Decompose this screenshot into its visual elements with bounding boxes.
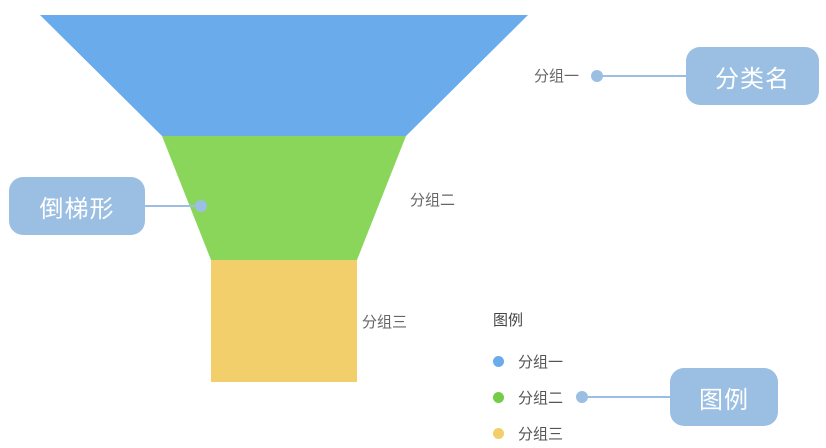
segment-label-2: 分组二 [410, 191, 456, 209]
funnel-segment-3 [211, 260, 357, 382]
trapezoid-leader-dot [195, 200, 207, 212]
legend-callout: 图例 [670, 368, 778, 426]
legend-item: 分组二 [493, 386, 563, 408]
legend-item: 分组一 [493, 350, 563, 372]
category-name-callout: 分类名 [686, 47, 819, 105]
legend-item-label: 分组一 [518, 352, 564, 371]
segment-label-1: 分组一 [534, 67, 580, 85]
funnel-segment-2 [162, 136, 406, 260]
legend-dot-icon [493, 391, 504, 403]
segment-label-3: 分组三 [362, 313, 408, 331]
legend-item-label: 分组二 [518, 388, 564, 407]
inverted-trapezoid-callout: 倒梯形 [9, 177, 145, 235]
legend-item: 分组三 [493, 422, 563, 444]
legend-dot-icon [493, 427, 504, 439]
legend-leader-dot [576, 391, 588, 403]
category-name-leader-dot [591, 70, 603, 82]
funnel-segment-1 [40, 15, 528, 136]
legend-title: 图例 [493, 311, 524, 329]
legend-item-label: 分组三 [518, 424, 564, 443]
legend-dot-icon [493, 355, 504, 367]
